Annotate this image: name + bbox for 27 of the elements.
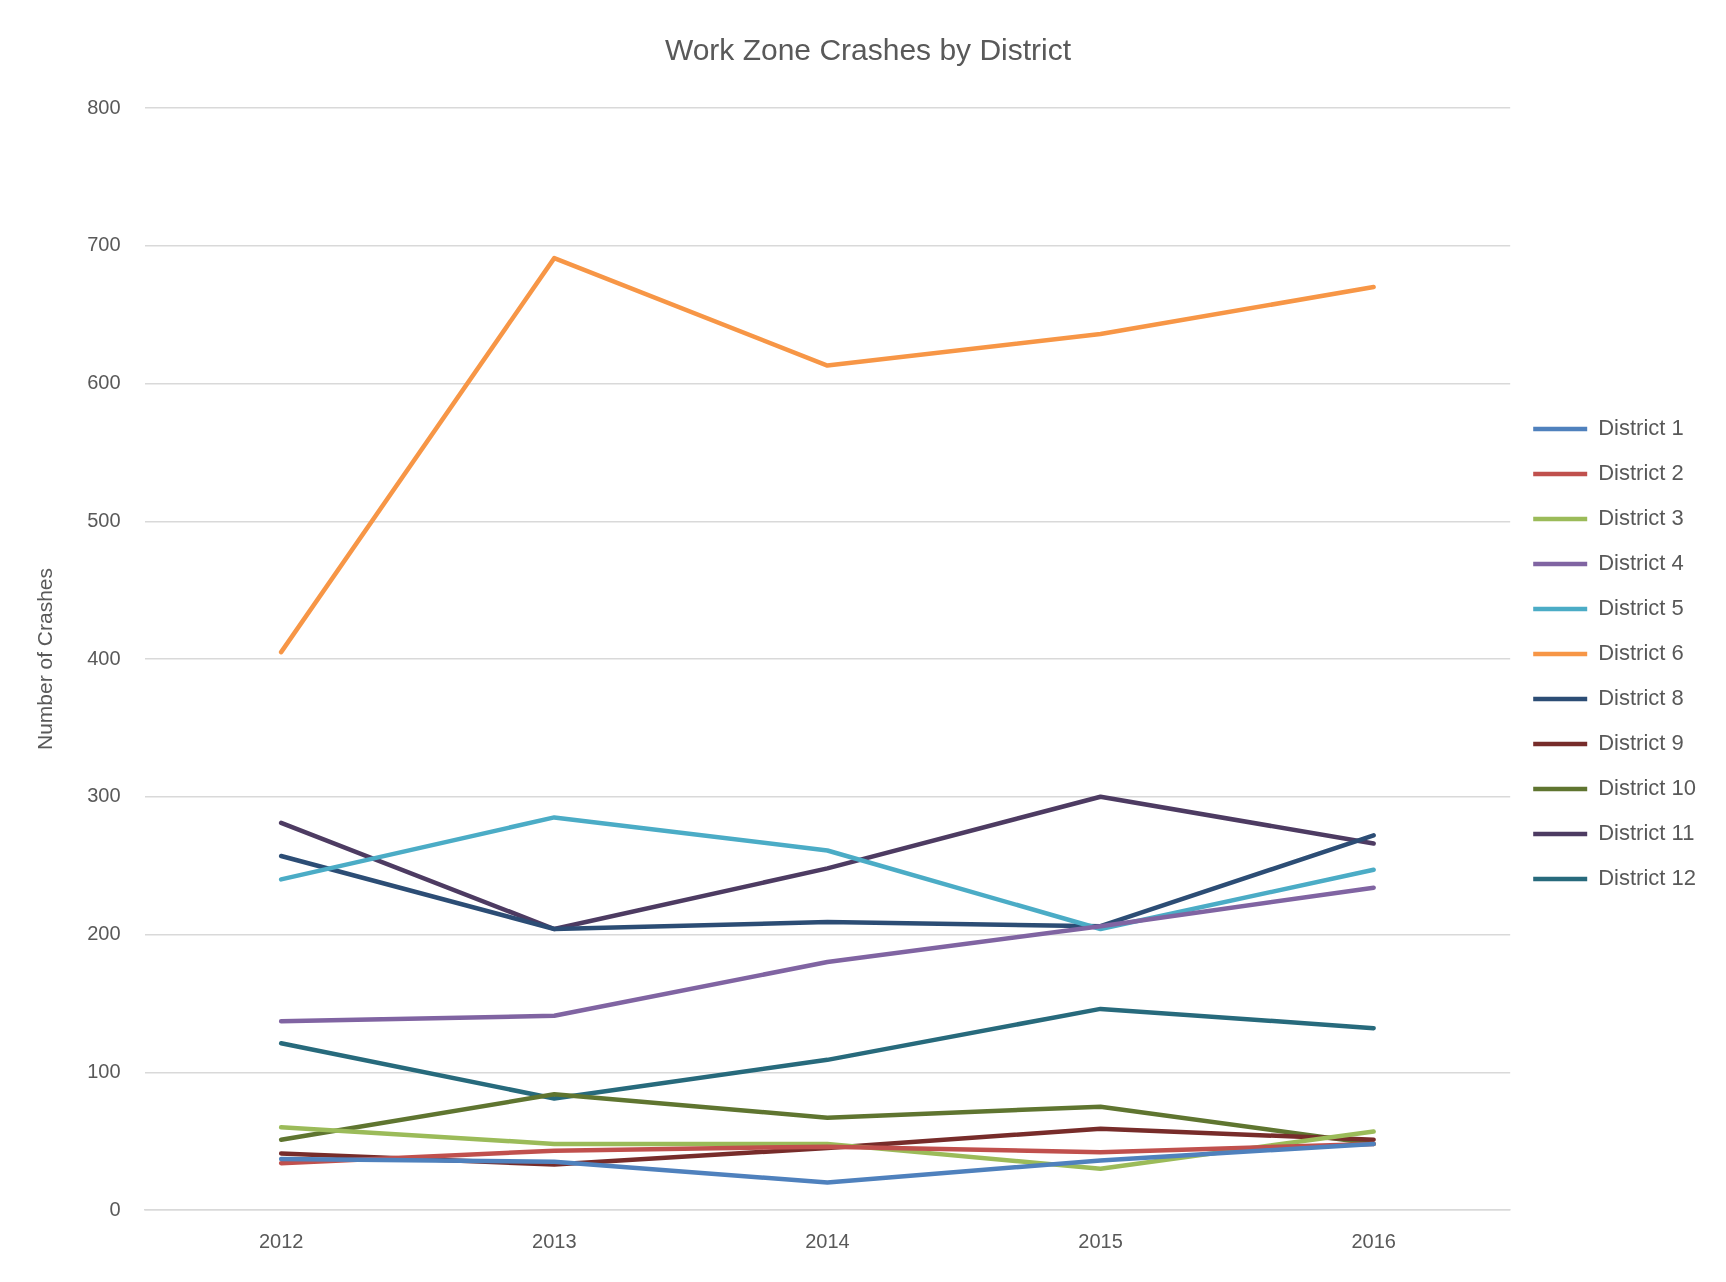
legend-label: District 6 — [1598, 640, 1684, 666]
x-tick-label: 2012 — [258, 1229, 304, 1252]
y-tick-label: 500 — [87, 508, 121, 531]
chart-title: Work Zone Crashes by District — [664, 33, 1072, 67]
legend-label: District 12 — [1598, 865, 1696, 891]
legend-label: District 9 — [1598, 730, 1684, 756]
legend-label: District 11 — [1598, 820, 1695, 846]
legend-label: District 2 — [1598, 460, 1684, 486]
y-axis-title: Number of Crashes — [33, 567, 57, 751]
x-tick-label: 2015 — [1078, 1229, 1123, 1252]
y-tick-label: 0 — [109, 1197, 121, 1220]
y-tick-label: 100 — [87, 1059, 121, 1082]
x-tick-label: 2014 — [805, 1229, 850, 1252]
legend-label: District 5 — [1598, 595, 1684, 621]
y-tick-label: 600 — [87, 371, 121, 394]
legend-label: District 8 — [1598, 685, 1684, 711]
legend-label: District 10 — [1598, 775, 1696, 801]
legend-label: District 3 — [1598, 505, 1684, 531]
y-tick-label: 800 — [87, 95, 121, 118]
y-tick-label: 700 — [87, 233, 121, 256]
x-tick-label: 2016 — [1351, 1229, 1396, 1252]
y-tick-label: 400 — [87, 646, 121, 669]
y-tick-label: 200 — [87, 922, 121, 945]
x-tick-label: 2013 — [532, 1229, 577, 1252]
legend-label: District 4 — [1598, 550, 1684, 576]
legend-label: District 1 — [1598, 415, 1684, 441]
y-tick-label: 300 — [87, 784, 121, 807]
